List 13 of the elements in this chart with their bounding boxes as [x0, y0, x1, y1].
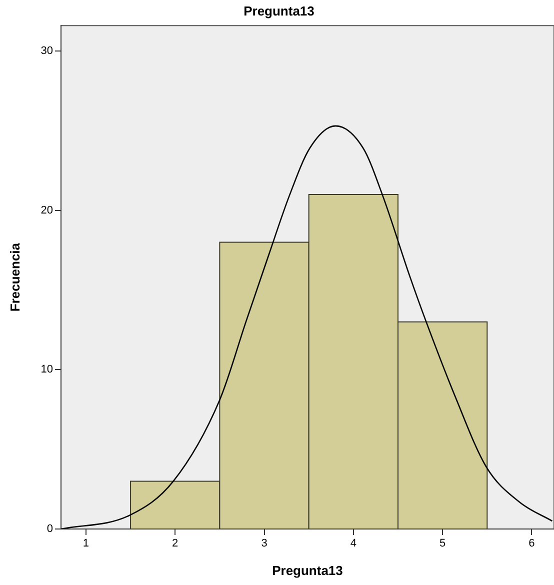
- y-tick-label: 10: [40, 364, 53, 376]
- x-tick-label: 4: [350, 538, 356, 550]
- y-tick-label: 20: [40, 204, 53, 216]
- y-tick-label: 30: [40, 45, 53, 58]
- x-tick-label: 5: [440, 538, 446, 550]
- x-tick-label: 3: [261, 538, 268, 550]
- y-axis-title: Frecuencia: [7, 242, 22, 312]
- x-axis-title: Pregunta13: [272, 562, 343, 578]
- x-tick-label: 2: [172, 538, 178, 550]
- x-tick-label: 1: [82, 538, 90, 550]
- y-tick-label: 0: [46, 523, 53, 536]
- x-tick-label: 6: [528, 538, 535, 550]
- chart-title: Pregunta13: [244, 3, 314, 18]
